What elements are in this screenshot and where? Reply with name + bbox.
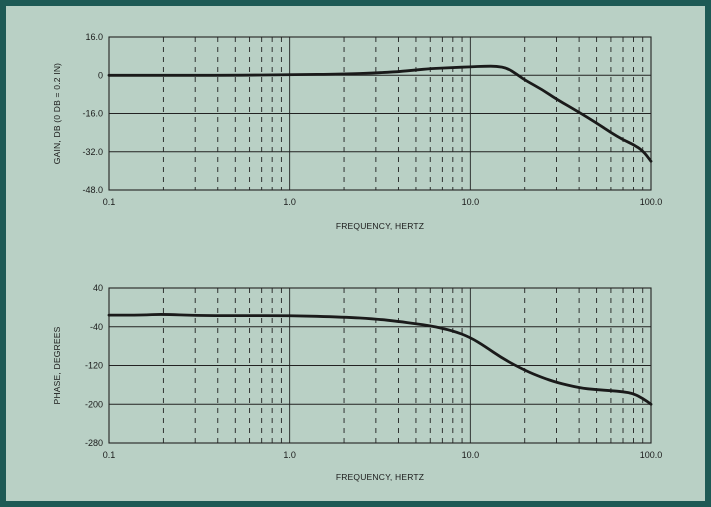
gain-y-tick-label: 16.0	[85, 32, 103, 42]
gain-x-tick-label: 0.1	[103, 197, 116, 207]
phase-plot-frame	[108, 287, 652, 444]
gain-plot-frame	[108, 36, 652, 191]
phase-y-tick-label: -200	[85, 399, 103, 409]
gain-y-tick-label: -16.0	[82, 109, 103, 119]
gain-x-tick-label: 100.0	[640, 197, 663, 207]
phase-x-tick-label: 1.0	[283, 450, 296, 460]
phase-x-tick-label: 100.0	[640, 450, 663, 460]
gain-chart: 16.0 0 -16.0 -32.0 -48.00.1 1.0 10.0 100.0 FREQU…	[52, 32, 662, 231]
figure-panel: 16.0 0 -16.0 -32.0 -48.0 0.1 1.0 10.0 100.0 FREQU…	[6, 6, 705, 501]
gain-y-axis-label: GAIN, DB (0 DB = 0.2 IN)	[52, 63, 62, 164]
phase-y-tick-label: -40	[90, 322, 103, 332]
gain-x-axis-label: FREQUENCY, HERTZ	[336, 221, 424, 231]
gain-y-tick-label: -32.0	[82, 147, 103, 157]
bode-plot: 16.00-16.0-32.0-48.00.1 1.0 10.0 100.0FREQU…	[52, 32, 662, 482]
phase-y-tick-label: -280	[85, 438, 103, 448]
gain-x-tick-label: 10.0	[462, 197, 480, 207]
gain-series-line	[107, 64, 653, 163]
phase-x-axis-label: FREQUENCY, HERTZ	[336, 472, 424, 482]
gain-y-tick-label: -48.0	[82, 185, 103, 195]
phase-series-line	[107, 313, 653, 406]
phase-x-tick-label: 10.0	[462, 450, 480, 460]
gain-y-tick-label: 0	[98, 70, 103, 80]
gain-x-tick-label: 1.0	[283, 197, 296, 207]
phase-y-axis-label: PHASE, DEGREES	[52, 326, 62, 404]
phase-x-tick-label: 0.1	[103, 450, 116, 460]
phase-y-tick-label: 40	[93, 283, 103, 293]
phase-y-tick-label: -120	[85, 361, 103, 371]
